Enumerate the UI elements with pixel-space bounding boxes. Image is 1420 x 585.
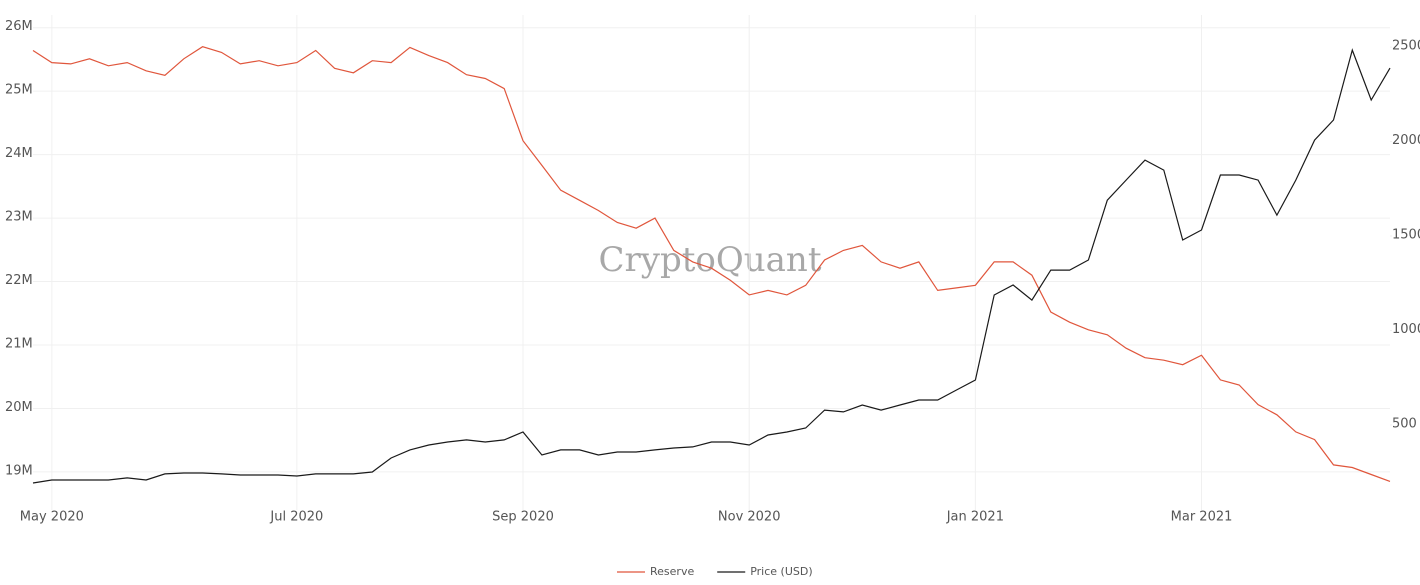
x-tick-label: Nov 2020 bbox=[718, 510, 781, 525]
y-tick-label: 26M bbox=[5, 19, 33, 34]
x-tick-label: Mar 2021 bbox=[1171, 510, 1233, 525]
watermark: CryptoQuant bbox=[599, 240, 822, 280]
y-tick-label: 22M bbox=[5, 273, 33, 288]
y-tick-label: 20M bbox=[5, 400, 33, 415]
y2-tick-label: 500 bbox=[1392, 416, 1417, 431]
y2-tick-label: 2000 bbox=[1392, 133, 1420, 148]
y-tick-label: 25M bbox=[5, 83, 33, 98]
legend-label: Price (USD) bbox=[750, 565, 812, 578]
x-tick-label: Sep 2020 bbox=[492, 510, 554, 525]
y2-tick-label: 2500 bbox=[1392, 39, 1420, 54]
y-tick-label: 23M bbox=[5, 210, 33, 225]
x-tick-label: May 2020 bbox=[20, 510, 84, 525]
y-tick-label: 21M bbox=[5, 337, 33, 352]
line-series bbox=[32, 48, 1391, 484]
y-tick-label: 19M bbox=[5, 463, 33, 478]
y-tick-label: 24M bbox=[5, 146, 33, 161]
legend-label: Reserve bbox=[650, 565, 694, 578]
x-tick-label: Jan 2021 bbox=[946, 510, 1004, 525]
line-series bbox=[32, 46, 1391, 482]
x-tick-label: Jul 2020 bbox=[269, 510, 323, 525]
y2-tick-label: 1500 bbox=[1392, 228, 1420, 243]
y2-tick-label: 1000 bbox=[1392, 322, 1420, 337]
